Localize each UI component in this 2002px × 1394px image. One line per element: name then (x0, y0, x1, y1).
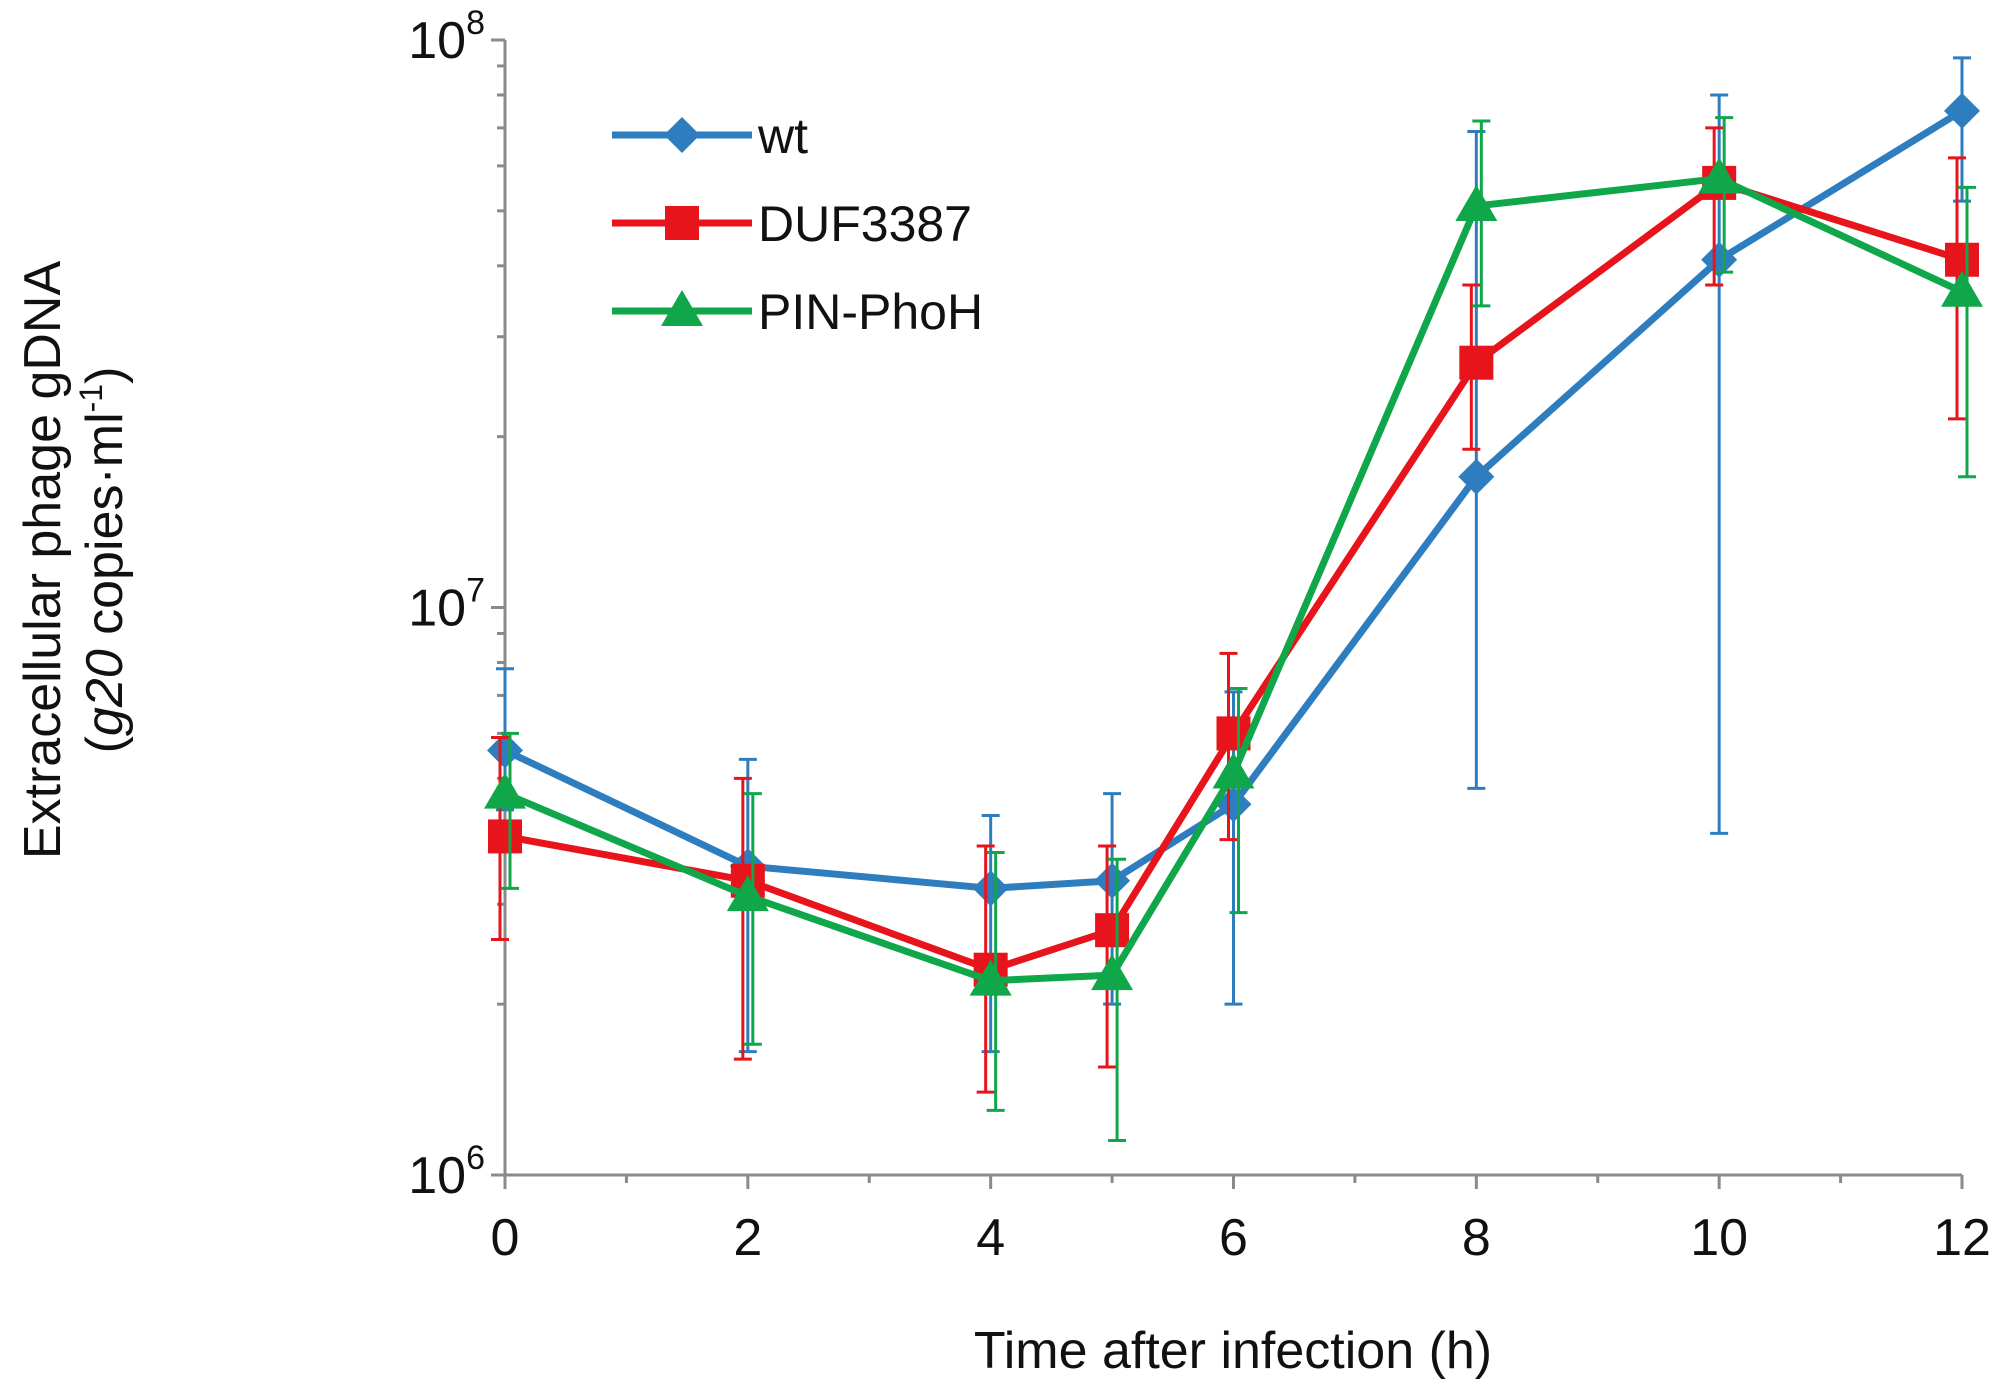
data-point-duf3387-8 (1459, 345, 1494, 380)
series-wt (487, 56, 1980, 1054)
data-point-duf3387-0 (488, 819, 522, 854)
data-point-wt-4 (972, 870, 1009, 907)
y-axis-title-line2: (g20 copies·ml-1) (73, 367, 134, 754)
x-tick-label-0: 0 (491, 1209, 520, 1267)
series-line-wt (503, 107, 1964, 892)
data-point-pin-phoh-10 (1698, 157, 1741, 194)
series-pin-phoh (484, 116, 1983, 1143)
y-tick-label-8: 108 (408, 4, 485, 70)
legend-marker-pin-phoh (661, 290, 703, 326)
data-point-duf3387-5 (1095, 913, 1130, 948)
x-tick-label-6: 6 (1219, 1209, 1248, 1267)
data-point-pin-phoh-5 (1091, 954, 1134, 991)
y-tick-label-exponent: 6 (466, 1139, 485, 1177)
y-tick-label-base: 10 (408, 1147, 466, 1205)
series-line-pin-phoh (503, 175, 1964, 985)
y-tick-label-6: 106 (408, 1139, 485, 1205)
y-axis-title-line1: Extracellular phage gDNA (14, 261, 72, 860)
data-point-pin-phoh-0 (484, 772, 526, 809)
data-point-pin-phoh-8 (1455, 184, 1498, 221)
x-tick-label-8: 8 (1462, 1209, 1491, 1267)
series-line-duf3387 (504, 179, 1964, 974)
data-point-wt-12 (1944, 92, 1980, 129)
data-point-wt-10 (1701, 241, 1738, 278)
data-point-pin-phoh-4 (969, 959, 1012, 996)
legend-label-wt: wt (757, 108, 808, 164)
legend: wt DUF3387 PIN-PhoH (612, 108, 983, 340)
data-point-pin-phoh-2 (726, 875, 769, 912)
x-tick-label-10: 10 (1690, 1209, 1748, 1267)
y-tick-label-base: 10 (408, 12, 466, 70)
data-point-wt-8 (1458, 458, 1495, 495)
y-axis-title-open: ( (76, 735, 134, 753)
legend-marker-wt (664, 117, 700, 153)
data-point-wt-6 (1215, 786, 1252, 823)
y-tick-label-exponent: 8 (466, 4, 485, 42)
x-tick-label-2: 2 (733, 1209, 762, 1267)
x-tick-label-12: 12 (1933, 1209, 1991, 1267)
y-axis-title: Extracellular phage gDNA (g20 copies·ml-… (14, 261, 134, 860)
legend-item-wt: wt (612, 108, 808, 164)
series-duf3387 (488, 126, 1979, 1094)
legend-item-duf3387: DUF3387 (612, 196, 972, 252)
data-point-wt-5 (1094, 862, 1131, 899)
legend-label-duf3387: DUF3387 (758, 196, 972, 252)
y-tick-label-exponent: 7 (466, 572, 485, 610)
data-point-pin-phoh-12 (1941, 270, 1983, 307)
plot-series (484, 56, 1983, 1143)
legend-label-pin-phoh: PIN-PhoH (758, 284, 983, 340)
y-axis-title-gene: g20 (76, 649, 134, 736)
y-axis-title-close: ) (76, 367, 134, 384)
data-point-wt-0 (487, 732, 523, 769)
y-tick-label-7: 107 (408, 572, 485, 638)
y-axis-title-unit: copies·ml (76, 412, 134, 649)
x-axis-title: Time after infection (h) (974, 1322, 1492, 1380)
data-point-pin-phoh-6 (1212, 752, 1255, 789)
legend-item-pin-phoh: PIN-PhoH (612, 284, 983, 340)
y-tick-label-base: 10 (408, 580, 466, 638)
x-tick-label-4: 4 (976, 1209, 1005, 1267)
y-axis-title-exponent: -1 (73, 384, 109, 412)
legend-marker-duf3387 (665, 206, 699, 240)
